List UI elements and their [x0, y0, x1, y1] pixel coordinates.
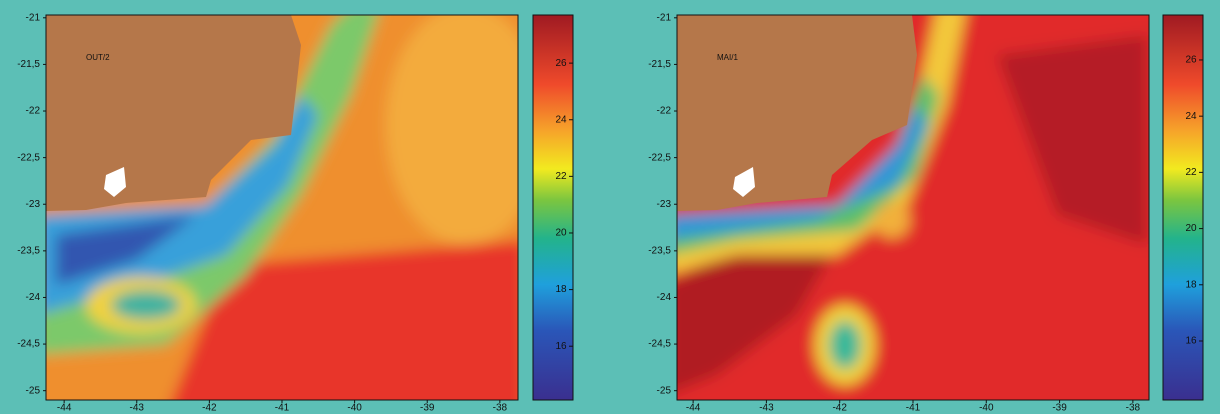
colorbar-tick-label: 26: [555, 58, 567, 69]
colorbar-tick-label: 18: [555, 284, 567, 295]
colorbar-tick-label: 16: [1185, 336, 1197, 347]
y-tick-label: -23: [657, 199, 672, 210]
colorbar-tick-label: 22: [555, 171, 567, 182]
x-tick-label: -40: [979, 403, 994, 414]
colorbar-tick-label: 22: [1185, 167, 1197, 178]
x-tick-label: -38: [1126, 403, 1141, 414]
x-tick-label: -41: [906, 403, 921, 414]
colorbar-tick-label: 24: [1185, 111, 1197, 122]
y-tick-label: -21: [657, 12, 672, 23]
map-label: MAI/1: [717, 53, 738, 62]
y-tick-label: -23,5: [648, 245, 671, 256]
map-label: OUT/2: [86, 53, 110, 62]
y-tick-label: -22: [26, 106, 41, 117]
y-tick-label: -21,5: [17, 59, 40, 70]
y-tick-label: -24,5: [648, 339, 671, 350]
x-tick-label: -43: [130, 403, 145, 414]
y-tick-label: -25: [657, 385, 672, 396]
x-tick-label: -41: [275, 403, 290, 414]
map-left: OUT/2: [26, 0, 546, 414]
y-tick-label: -22: [657, 106, 672, 117]
map-right: MAI/1: [657, 0, 1177, 414]
x-tick-label: -38: [493, 403, 508, 414]
y-tick-label: -25: [26, 385, 41, 396]
colorbar-tick-label: 20: [1185, 223, 1197, 234]
x-tick-label: -40: [347, 403, 362, 414]
y-tick-label: -21,5: [648, 59, 671, 70]
x-tick-label: -44: [686, 403, 701, 414]
colorbar: [533, 15, 573, 400]
y-tick-label: -21: [26, 12, 41, 23]
colorbar-tick-label: 18: [1185, 279, 1197, 290]
y-tick-label: -24: [26, 292, 41, 303]
y-tick-label: -24: [657, 292, 672, 303]
x-tick-label: -43: [759, 403, 774, 414]
y-tick-label: -24,5: [17, 339, 40, 350]
x-tick-label: -39: [420, 403, 435, 414]
colorbar-tick-label: 26: [1185, 55, 1197, 66]
page: OUT/2 MAI/1 -44 -43 -42 -41 -40 -39 -38 -21 -21,…: [0, 0, 1220, 414]
x-tick-label: -44: [57, 403, 72, 414]
x-tick-label: -42: [832, 403, 847, 414]
colorbar-tick-label: 24: [555, 114, 567, 125]
colorbar-tick-label: 20: [555, 228, 567, 239]
y-tick-label: -23: [26, 199, 41, 210]
colorbar-tick-label: 16: [555, 341, 567, 352]
y-tick-label: -22,5: [648, 152, 671, 163]
y-tick-label: -23,5: [17, 245, 40, 256]
colorbar: [1163, 15, 1203, 400]
y-tick-label: -22,5: [17, 152, 40, 163]
x-tick-label: -39: [1052, 403, 1067, 414]
x-tick-label: -42: [202, 403, 217, 414]
